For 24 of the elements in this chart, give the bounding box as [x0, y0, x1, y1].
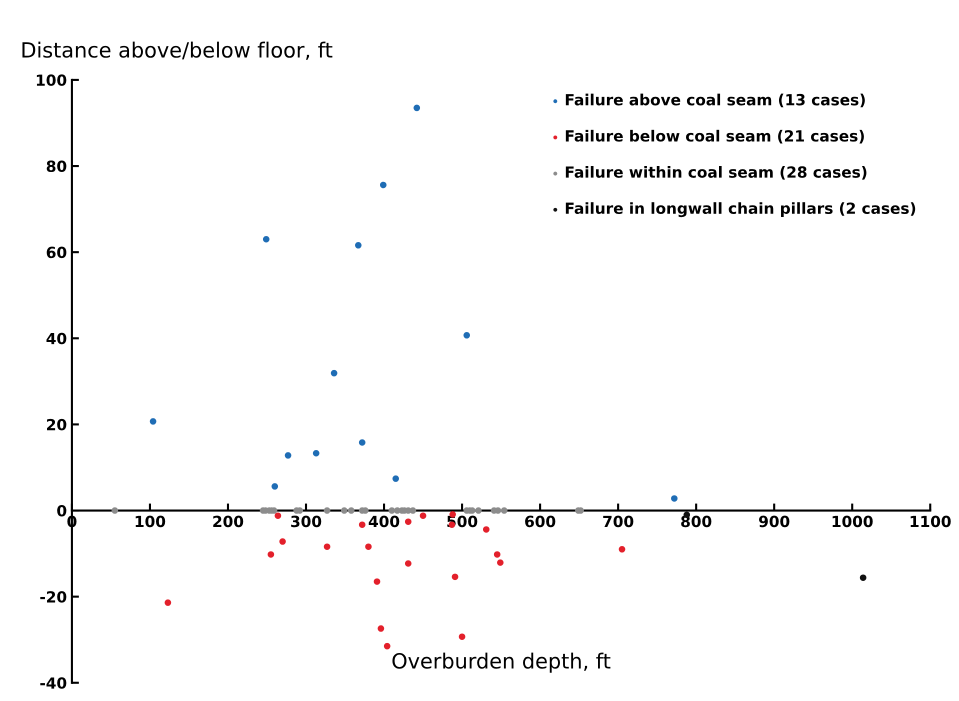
x-tick-label: 200 [213, 516, 244, 528]
y-axis-title: Distance above/below floor, ft [22, 42, 332, 60]
y-tick-label: 20 [47, 418, 66, 430]
x-tick-label: 1000 [832, 516, 873, 528]
legend-label: Failure within coal seam (28 cases) [566, 166, 866, 180]
legend-label: Failure below coal seam (21 cases) [566, 130, 864, 144]
y-tick-label: 80 [46, 160, 66, 172]
y-tick-label: 40 [46, 332, 66, 344]
x-axis-title: Overburden depth, ft [392, 652, 610, 673]
x-tick-label: 700 [603, 516, 634, 528]
legend-label: Failure above coal seam (13 cases) [566, 94, 865, 108]
x-tick-label: 300 [291, 516, 322, 528]
x-tick-label: 600 [525, 516, 556, 528]
x-tick-label: 800 [681, 516, 712, 528]
legend-label: Failure in longwall chain pillars (2 cases) [566, 202, 916, 218]
y-tick-label: 0 [57, 504, 66, 517]
y-tick-label: 100 [36, 74, 66, 86]
y-tick-label: -40 [40, 677, 66, 689]
x-tick-label: 1100 [910, 516, 951, 528]
x-tick-label: 100 [136, 516, 166, 528]
y-tick-label: -20 [40, 591, 66, 603]
y-tick-label: 60 [46, 246, 66, 258]
x-tick-label: 400 [368, 516, 400, 528]
x-tick-label: 900 [759, 516, 790, 528]
